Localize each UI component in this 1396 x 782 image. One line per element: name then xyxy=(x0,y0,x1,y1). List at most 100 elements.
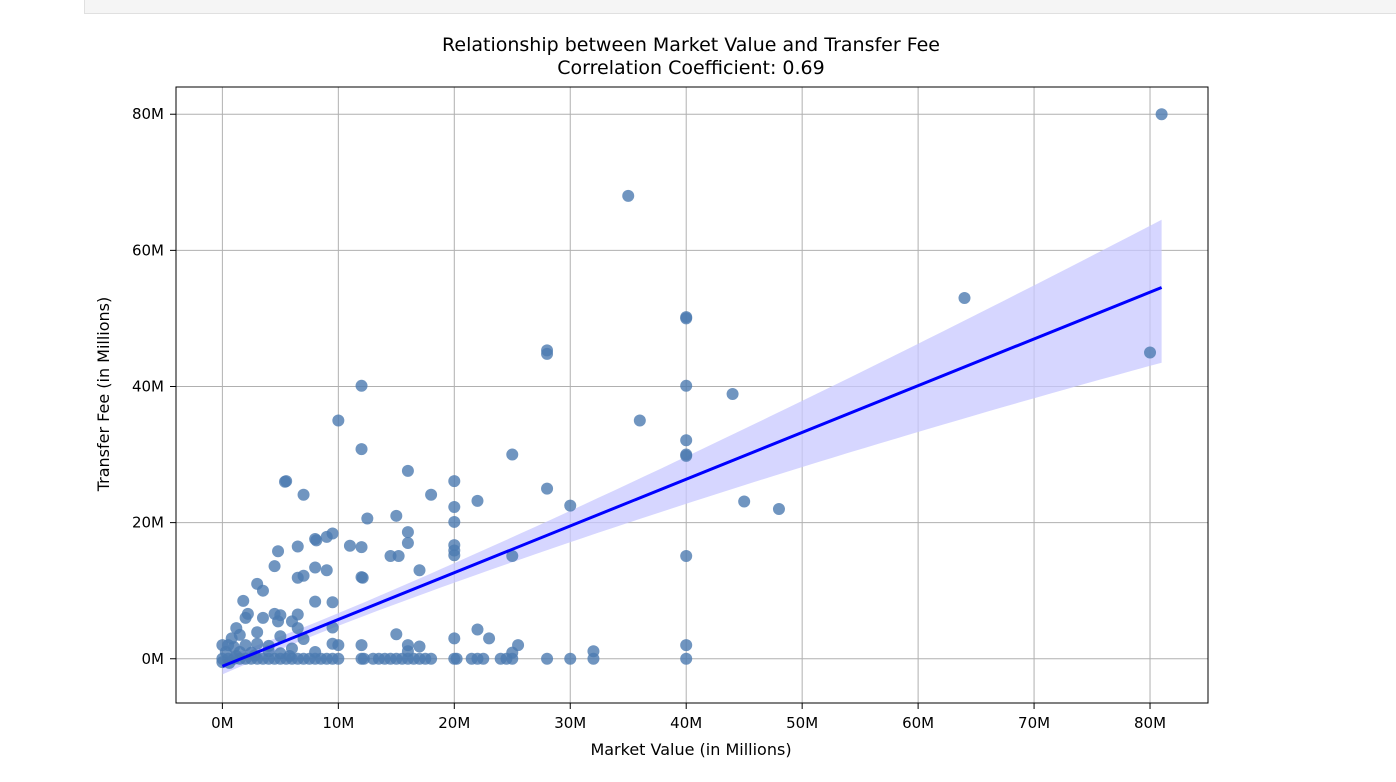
data-point xyxy=(425,652,438,665)
data-point xyxy=(680,379,693,392)
x-tick-label: 10M xyxy=(322,714,354,732)
data-point xyxy=(483,632,496,645)
data-point xyxy=(326,596,339,609)
data-point xyxy=(357,652,370,665)
data-point xyxy=(680,549,693,562)
chart-subtitle: Correlation Coefficient: 0.69 xyxy=(557,57,824,79)
data-point xyxy=(297,569,310,582)
data-point xyxy=(355,379,368,392)
data-point xyxy=(309,561,322,574)
grid-lines xyxy=(176,87,1208,703)
x-tick-label: 20M xyxy=(438,714,470,732)
data-point xyxy=(310,534,323,547)
data-point xyxy=(587,652,600,665)
data-point xyxy=(958,292,971,305)
data-point xyxy=(278,475,291,488)
data-point xyxy=(291,540,304,553)
data-point xyxy=(413,640,426,653)
data-point xyxy=(1144,346,1157,359)
data-point xyxy=(274,630,287,643)
data-point xyxy=(448,549,461,562)
y-tick-label: 0M xyxy=(142,650,165,668)
data-point xyxy=(401,464,414,477)
data-point xyxy=(450,652,463,665)
x-tick-label: 80M xyxy=(1134,714,1166,732)
data-points xyxy=(216,108,1168,669)
data-point xyxy=(332,414,345,427)
y-axis-ticks: 0M 20M 40M 60M 80M xyxy=(132,105,176,668)
data-point xyxy=(448,515,461,528)
data-point xyxy=(291,622,304,635)
data-point xyxy=(332,639,345,652)
data-point xyxy=(239,611,252,624)
regression-line xyxy=(221,286,1163,668)
data-point xyxy=(506,549,519,562)
data-point xyxy=(413,564,426,577)
data-point xyxy=(356,571,369,584)
data-point xyxy=(237,594,250,607)
x-tick-label: 50M xyxy=(786,714,818,732)
data-point xyxy=(772,503,785,516)
data-point xyxy=(471,494,484,507)
data-point xyxy=(343,539,356,552)
data-point xyxy=(680,639,693,652)
data-point xyxy=(448,475,461,488)
data-point xyxy=(541,347,554,360)
notebook-cell-border xyxy=(84,0,1396,14)
data-point xyxy=(541,652,554,665)
chart-title: Relationship between Market Value and Tr… xyxy=(442,34,940,56)
data-point xyxy=(256,611,269,624)
data-point xyxy=(541,482,554,495)
data-point xyxy=(355,639,368,652)
data-point xyxy=(564,499,577,512)
y-tick-label: 40M xyxy=(132,377,164,395)
data-point xyxy=(726,387,739,400)
x-tick-label: 40M xyxy=(670,714,702,732)
data-point xyxy=(355,443,368,456)
data-point xyxy=(471,623,484,636)
data-point xyxy=(448,632,461,645)
data-point xyxy=(361,512,374,525)
data-point xyxy=(1155,108,1168,121)
y-tick-label: 80M xyxy=(132,105,164,123)
data-point xyxy=(564,652,577,665)
data-point xyxy=(401,537,414,550)
data-point xyxy=(251,626,264,639)
data-point xyxy=(355,541,368,554)
data-point xyxy=(332,652,345,665)
plot-frame xyxy=(175,86,1209,704)
data-point xyxy=(272,545,285,558)
x-tick-label: 30M xyxy=(554,714,586,732)
data-point xyxy=(680,449,693,462)
data-point xyxy=(216,656,229,669)
data-point xyxy=(680,312,693,325)
data-point xyxy=(297,488,310,501)
data-point xyxy=(738,495,751,508)
x-tick-label: 70M xyxy=(1018,714,1050,732)
x-axis-label: Market Value (in Millions) xyxy=(590,740,791,759)
data-point xyxy=(680,434,693,447)
data-point xyxy=(390,628,403,641)
data-point xyxy=(425,488,438,501)
data-point xyxy=(633,414,646,427)
x-tick-label: 0M xyxy=(211,714,234,732)
x-axis-ticks: 0M 10M 20M 30M 40M 50M 60M 70M 80M xyxy=(211,703,1166,732)
data-point xyxy=(448,500,461,513)
data-point xyxy=(320,564,333,577)
data-point xyxy=(401,526,414,539)
data-point xyxy=(477,652,490,665)
data-point xyxy=(390,509,403,522)
y-axis-label: Transfer Fee (in Millions) xyxy=(94,297,113,493)
data-point xyxy=(268,560,281,573)
data-point xyxy=(622,189,635,202)
data-point xyxy=(392,549,405,562)
y-tick-label: 20M xyxy=(132,514,164,532)
regression-line-group xyxy=(221,286,1163,668)
y-tick-label: 60M xyxy=(132,241,164,259)
data-point xyxy=(320,530,333,543)
data-point xyxy=(256,584,269,597)
data-point xyxy=(506,448,519,461)
x-tick-label: 60M xyxy=(902,714,934,732)
data-point xyxy=(272,615,285,628)
